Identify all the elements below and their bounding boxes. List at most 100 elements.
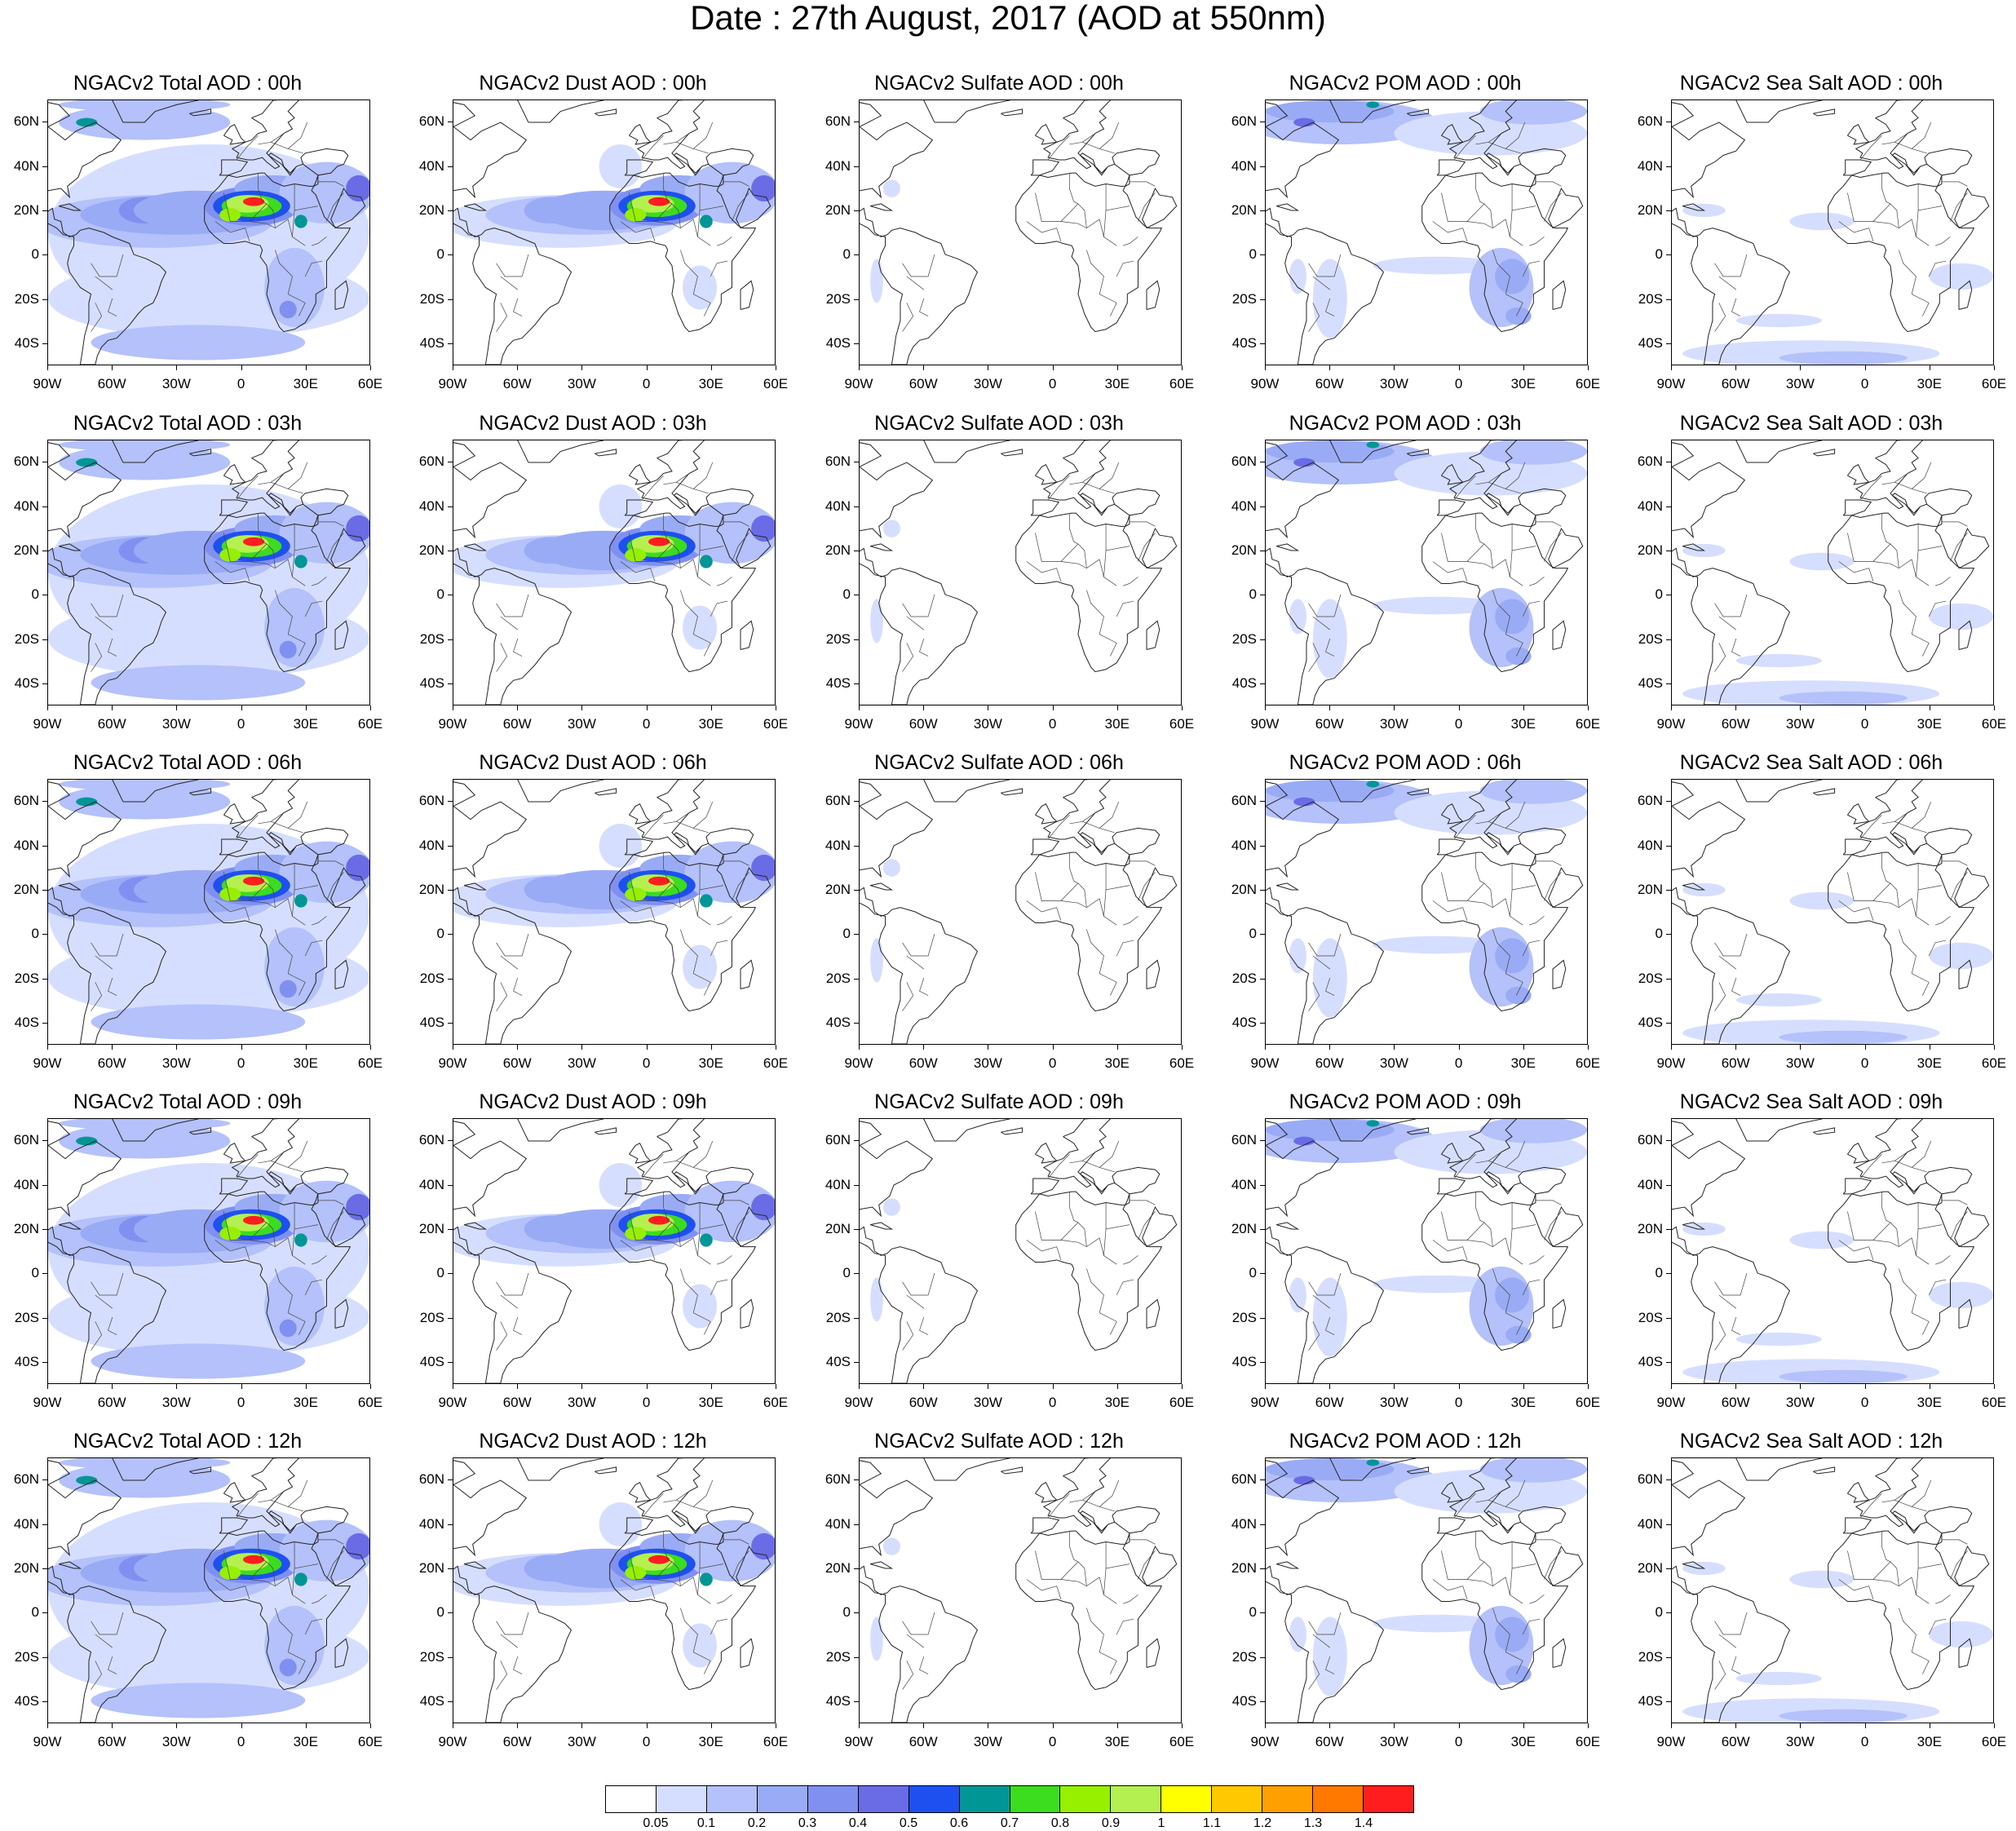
aod-contour	[599, 484, 643, 529]
lat-tick-label: 0	[842, 586, 851, 603]
aod-contour	[1266, 100, 1395, 123]
country-border	[1941, 1200, 1968, 1205]
country-border	[732, 533, 749, 562]
panel-sea-salt-aod: NGACv2 Sea Salt AOD : 09h 60N 40N 20N 0 20S 40…	[1624, 1090, 2006, 1430]
lat-tick-label: 40S	[419, 1353, 444, 1369]
coastline	[1552, 280, 1567, 310]
lat-tick-label: 20N	[1637, 881, 1663, 897]
lat-tick	[854, 1701, 859, 1702]
country-border	[1308, 1612, 1342, 1635]
aod-contour	[751, 854, 775, 882]
aod-map	[1671, 1457, 1994, 1723]
lat-tick	[854, 1656, 859, 1658]
lat-tick	[448, 889, 453, 891]
coastline	[1954, 527, 1990, 569]
country-border	[1099, 1652, 1117, 1674]
country-border	[1928, 600, 1947, 617]
coastline	[1266, 781, 1385, 1044]
country-border	[249, 898, 289, 909]
country-border	[680, 590, 698, 635]
country-border	[1912, 634, 1930, 657]
coastline	[48, 102, 167, 365]
country-border	[1099, 559, 1117, 586]
country-border	[1492, 929, 1510, 974]
lon-tick-label: 60W	[909, 1734, 938, 1749]
country-border	[1129, 521, 1156, 527]
coastline	[223, 1482, 246, 1503]
lat-tick-label: 20S	[14, 630, 39, 647]
aod-contour	[279, 841, 369, 904]
lat-tick-label: 20N	[418, 881, 444, 897]
country-border	[1047, 1493, 1070, 1519]
country-border	[1441, 533, 1485, 562]
lat-tick-label: 20S	[14, 290, 39, 307]
aod-contour	[91, 665, 306, 701]
aod-contour	[700, 1233, 713, 1247]
country-border	[287, 1140, 308, 1168]
lon-tick-label: 90W	[844, 1734, 873, 1749]
country-border	[654, 1237, 694, 1248]
country-border	[496, 1321, 508, 1351]
lat-tick-label: 40S	[14, 674, 39, 691]
lat-tick-label: 20N	[1231, 201, 1257, 218]
lon-tick	[241, 1045, 242, 1050]
lat-tick-label: 60N	[1637, 1132, 1663, 1148]
lat-tick-label: 20N	[825, 542, 851, 558]
country-border	[287, 122, 308, 149]
aod-contour	[882, 859, 900, 877]
lat-tick-label: 60N	[1637, 1471, 1663, 1488]
lat-tick	[448, 506, 453, 507]
lon-tick-label: 30W	[567, 1055, 596, 1071]
country-border	[1894, 1160, 1927, 1173]
country-border	[1950, 1550, 1968, 1580]
aod-contour	[1293, 1136, 1315, 1146]
country-border	[275, 1608, 293, 1652]
lon-tick-label: 30E	[698, 716, 723, 732]
lon-tick	[859, 1723, 860, 1728]
country-border	[1511, 184, 1536, 211]
lon-tick	[1458, 1045, 1460, 1050]
country-border	[1077, 1561, 1087, 1586]
country-border	[902, 982, 914, 1011]
country-border	[1026, 900, 1062, 921]
country-border	[1872, 219, 1912, 229]
country-border	[1492, 250, 1510, 294]
country-border	[1099, 634, 1117, 657]
country-border	[1731, 1316, 1741, 1335]
aod-map	[453, 440, 776, 705]
lon-tick	[1735, 1723, 1737, 1728]
country-border	[1847, 533, 1891, 562]
lat-tick	[42, 889, 47, 891]
lon-tick	[1800, 365, 1802, 370]
coastline	[1001, 1127, 1023, 1135]
lon-tick	[1052, 705, 1054, 710]
lon-tick	[1994, 1045, 1995, 1050]
country-border	[1105, 184, 1130, 211]
lat-tick	[448, 1568, 453, 1569]
country-border	[311, 1255, 327, 1265]
panel-title: NGACv2 Sulfate AOD : 03h	[874, 412, 1124, 435]
aod-contour	[294, 1233, 307, 1247]
lat-tick-label: 60N	[418, 1471, 444, 1488]
lon-tick-label: 30E	[698, 1055, 723, 1071]
lon-tick-label: 30E	[698, 1395, 723, 1410]
lon-tick	[1052, 365, 1054, 370]
country-border	[663, 1531, 673, 1563]
lat-tick	[42, 1524, 47, 1525]
country-border	[1544, 192, 1562, 222]
lon-tick	[1800, 1723, 1802, 1728]
coastline	[869, 1561, 894, 1569]
aod-contour	[1779, 1369, 1908, 1383]
country-border	[1466, 1577, 1506, 1587]
panel-pom-aod: NGACv2 POM AOD : 09h 60N 40N 20N 0 20S 40S 90W 6…	[1218, 1090, 1600, 1430]
lon-tick	[1671, 705, 1672, 710]
aod-contour	[279, 300, 297, 319]
lon-tick-label: 30E	[1104, 1055, 1130, 1071]
lat-tick-label: 20S	[1638, 1648, 1663, 1665]
country-border	[692, 801, 714, 829]
coastline	[111, 440, 199, 463]
country-border	[1872, 1577, 1912, 1587]
country-border	[1511, 863, 1536, 891]
lon-tick-label: 30W	[1379, 1055, 1408, 1071]
country-border	[1026, 1240, 1062, 1260]
